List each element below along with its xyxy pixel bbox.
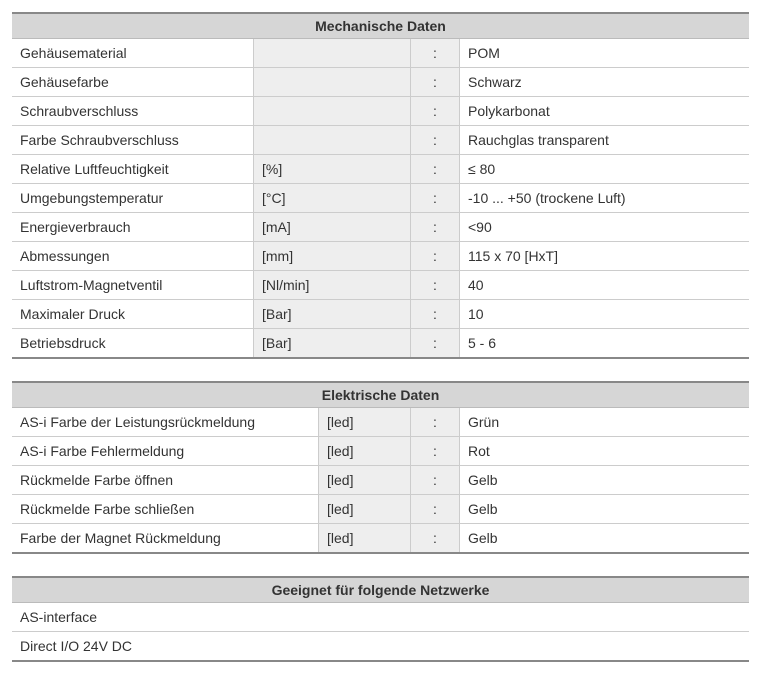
spec-value: Gelb bbox=[460, 466, 750, 495]
spec-colon: : bbox=[411, 466, 460, 495]
spec-label: Farbe der Magnet Rückmeldung bbox=[12, 524, 319, 554]
network-value: AS-interface bbox=[12, 603, 749, 632]
table-row: Relative Luftfeuchtigkeit[%]:≤ 80 bbox=[12, 155, 749, 184]
table-row: Umgebungstemperatur[°C]:-10 ... +50 (tro… bbox=[12, 184, 749, 213]
table-row: Energieverbrauch[mA]:<90 bbox=[12, 213, 749, 242]
table-row: Direct I/O 24V DC bbox=[12, 632, 749, 662]
spec-value: Grün bbox=[460, 408, 750, 437]
spec-colon: : bbox=[411, 97, 460, 126]
electrical-body: AS-i Farbe der Leistungsrückmeldung[led]… bbox=[12, 408, 749, 554]
spec-colon: : bbox=[411, 126, 460, 155]
spec-colon: : bbox=[411, 68, 460, 97]
table-row: AS-i Farbe Fehlermeldung[led]:Rot bbox=[12, 437, 749, 466]
spec-label: Gehäusefarbe bbox=[12, 68, 254, 97]
table-row: Schraubverschluss:Polykarbonat bbox=[12, 97, 749, 126]
spec-value: Rot bbox=[460, 437, 750, 466]
spec-unit: [°C] bbox=[254, 184, 411, 213]
table-row: Betriebsdruck[Bar]:5 - 6 bbox=[12, 329, 749, 359]
spec-unit: [mA] bbox=[254, 213, 411, 242]
spec-label: Abmessungen bbox=[12, 242, 254, 271]
spec-value: 5 - 6 bbox=[460, 329, 750, 359]
table-row: Gehäusefarbe:Schwarz bbox=[12, 68, 749, 97]
electrical-title: Elektrische Daten bbox=[12, 382, 749, 408]
table-row: Maximaler Druck[Bar]:10 bbox=[12, 300, 749, 329]
spec-colon: : bbox=[411, 408, 460, 437]
spec-colon: : bbox=[411, 437, 460, 466]
networks-table: Geeignet für folgende Netzwerke AS-inter… bbox=[12, 576, 749, 662]
spec-value: <90 bbox=[460, 213, 750, 242]
spec-value: Rauchglas transparent bbox=[460, 126, 750, 155]
mechanical-data-table: Mechanische Daten Gehäusematerial:POMGeh… bbox=[12, 12, 749, 359]
spec-label: Maximaler Druck bbox=[12, 300, 254, 329]
spec-label: Betriebsdruck bbox=[12, 329, 254, 359]
spec-unit: [led] bbox=[319, 466, 411, 495]
spec-value: Polykarbonat bbox=[460, 97, 750, 126]
spec-label: Farbe Schraubverschluss bbox=[12, 126, 254, 155]
networks-body: AS-interfaceDirect I/O 24V DC bbox=[12, 603, 749, 662]
spec-unit: [led] bbox=[319, 437, 411, 466]
spec-colon: : bbox=[411, 155, 460, 184]
spec-label: Luftstrom-Magnetventil bbox=[12, 271, 254, 300]
spec-unit bbox=[254, 126, 411, 155]
spec-unit: [led] bbox=[319, 495, 411, 524]
spec-colon: : bbox=[411, 495, 460, 524]
spec-value: -10 ... +50 (trockene Luft) bbox=[460, 184, 750, 213]
spec-value: 115 x 70 [HxT] bbox=[460, 242, 750, 271]
table-row: Gehäusematerial:POM bbox=[12, 39, 749, 68]
spec-colon: : bbox=[411, 524, 460, 554]
spec-unit: [Bar] bbox=[254, 329, 411, 359]
table-row: Farbe Schraubverschluss:Rauchglas transp… bbox=[12, 126, 749, 155]
spec-value: POM bbox=[460, 39, 750, 68]
spec-label: Gehäusematerial bbox=[12, 39, 254, 68]
spec-label: Umgebungstemperatur bbox=[12, 184, 254, 213]
table-row: Farbe der Magnet Rückmeldung[led]:Gelb bbox=[12, 524, 749, 554]
table-row: Rückmelde Farbe öffnen[led]:Gelb bbox=[12, 466, 749, 495]
spec-value: 40 bbox=[460, 271, 750, 300]
spec-colon: : bbox=[411, 329, 460, 359]
table-row: AS-i Farbe der Leistungsrückmeldung[led]… bbox=[12, 408, 749, 437]
spec-unit bbox=[254, 39, 411, 68]
spec-label: Schraubverschluss bbox=[12, 97, 254, 126]
spec-unit: [led] bbox=[319, 524, 411, 554]
spec-colon: : bbox=[411, 213, 460, 242]
spec-label: Rückmelde Farbe öffnen bbox=[12, 466, 319, 495]
mechanical-title: Mechanische Daten bbox=[12, 13, 749, 39]
spec-value: ≤ 80 bbox=[460, 155, 750, 184]
networks-title: Geeignet für folgende Netzwerke bbox=[12, 577, 749, 603]
spec-colon: : bbox=[411, 242, 460, 271]
spec-unit: [Nl/min] bbox=[254, 271, 411, 300]
spec-unit: [%] bbox=[254, 155, 411, 184]
spec-unit: [led] bbox=[319, 408, 411, 437]
spec-unit: [Bar] bbox=[254, 300, 411, 329]
table-row: Luftstrom-Magnetventil[Nl/min]:40 bbox=[12, 271, 749, 300]
network-value: Direct I/O 24V DC bbox=[12, 632, 749, 662]
spec-label: AS-i Farbe Fehlermeldung bbox=[12, 437, 319, 466]
table-row: Abmessungen[mm]:115 x 70 [HxT] bbox=[12, 242, 749, 271]
spec-label: Relative Luftfeuchtigkeit bbox=[12, 155, 254, 184]
spec-colon: : bbox=[411, 300, 460, 329]
spec-colon: : bbox=[411, 271, 460, 300]
table-row: AS-interface bbox=[12, 603, 749, 632]
spec-label: Energieverbrauch bbox=[12, 213, 254, 242]
spec-colon: : bbox=[411, 39, 460, 68]
spec-colon: : bbox=[411, 184, 460, 213]
spec-label: AS-i Farbe der Leistungsrückmeldung bbox=[12, 408, 319, 437]
spec-value: Gelb bbox=[460, 524, 750, 554]
spec-value: Schwarz bbox=[460, 68, 750, 97]
mechanical-body: Gehäusematerial:POMGehäusefarbe:SchwarzS… bbox=[12, 39, 749, 359]
spec-unit bbox=[254, 97, 411, 126]
spec-value: 10 bbox=[460, 300, 750, 329]
table-row: Rückmelde Farbe schließen[led]:Gelb bbox=[12, 495, 749, 524]
electrical-data-table: Elektrische Daten AS-i Farbe der Leistun… bbox=[12, 381, 749, 554]
spec-unit bbox=[254, 68, 411, 97]
spec-unit: [mm] bbox=[254, 242, 411, 271]
spec-value: Gelb bbox=[460, 495, 750, 524]
spec-label: Rückmelde Farbe schließen bbox=[12, 495, 319, 524]
